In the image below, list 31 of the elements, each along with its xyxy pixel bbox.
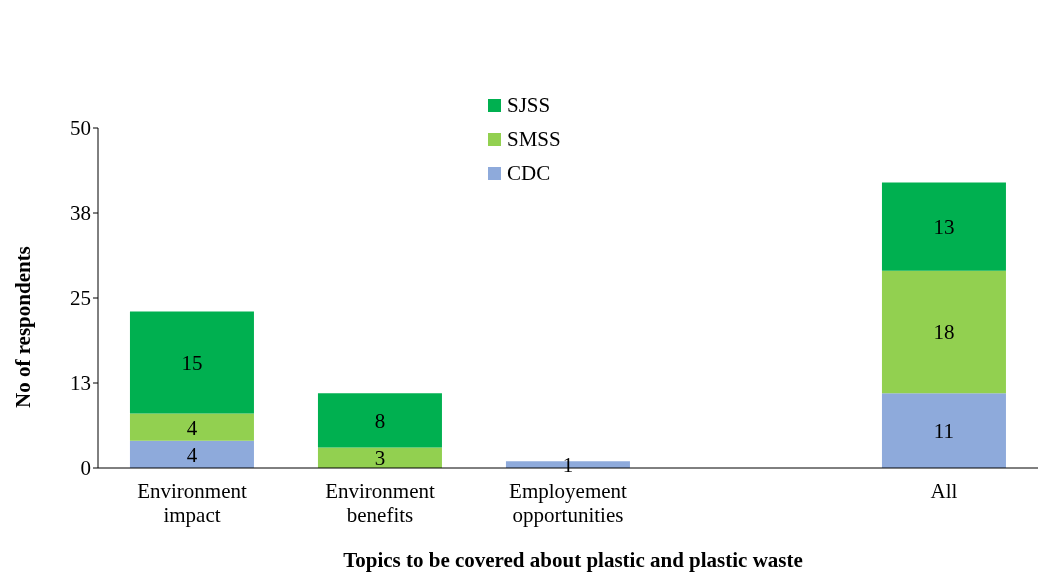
data-label: 13 bbox=[933, 215, 955, 240]
data-label: 4 bbox=[186, 415, 198, 440]
x-tick-label: Environment benefits bbox=[325, 479, 435, 527]
bar bbox=[317, 393, 442, 448]
data-label: 3 bbox=[374, 446, 386, 471]
data-label: 15 bbox=[181, 351, 203, 376]
y-tick-label: 0 bbox=[80, 456, 91, 481]
x-tick-label: All bbox=[930, 479, 958, 503]
bar bbox=[129, 311, 254, 414]
legend-label: SJSS bbox=[507, 92, 551, 119]
y-tick-label: 50 bbox=[70, 116, 91, 141]
bar bbox=[129, 413, 254, 441]
bar bbox=[881, 182, 1006, 271]
data-label: 8 bbox=[374, 408, 386, 433]
data-label: 4 bbox=[186, 442, 198, 467]
y-tick-label: 13 bbox=[70, 371, 91, 396]
legend-label: CDC bbox=[507, 160, 551, 187]
data-label: 11 bbox=[933, 419, 955, 444]
data-label: 1 bbox=[562, 453, 574, 478]
x-tick-label: Environment impact bbox=[137, 479, 247, 527]
legend-label: SMSS bbox=[507, 126, 561, 153]
bar bbox=[317, 447, 442, 468]
data-label: 18 bbox=[933, 320, 955, 345]
y-tick-label: 38 bbox=[70, 201, 91, 226]
x-axis-title: Topics to be covered about plastic and plastic waste bbox=[342, 548, 804, 573]
bar bbox=[881, 393, 1006, 468]
bar bbox=[881, 270, 1006, 394]
x-tick-label: Employement opportunities bbox=[509, 479, 628, 527]
bar bbox=[129, 440, 254, 468]
y-axis-title: No of respondents bbox=[11, 246, 36, 408]
y-tick-label: 25 bbox=[70, 286, 91, 311]
